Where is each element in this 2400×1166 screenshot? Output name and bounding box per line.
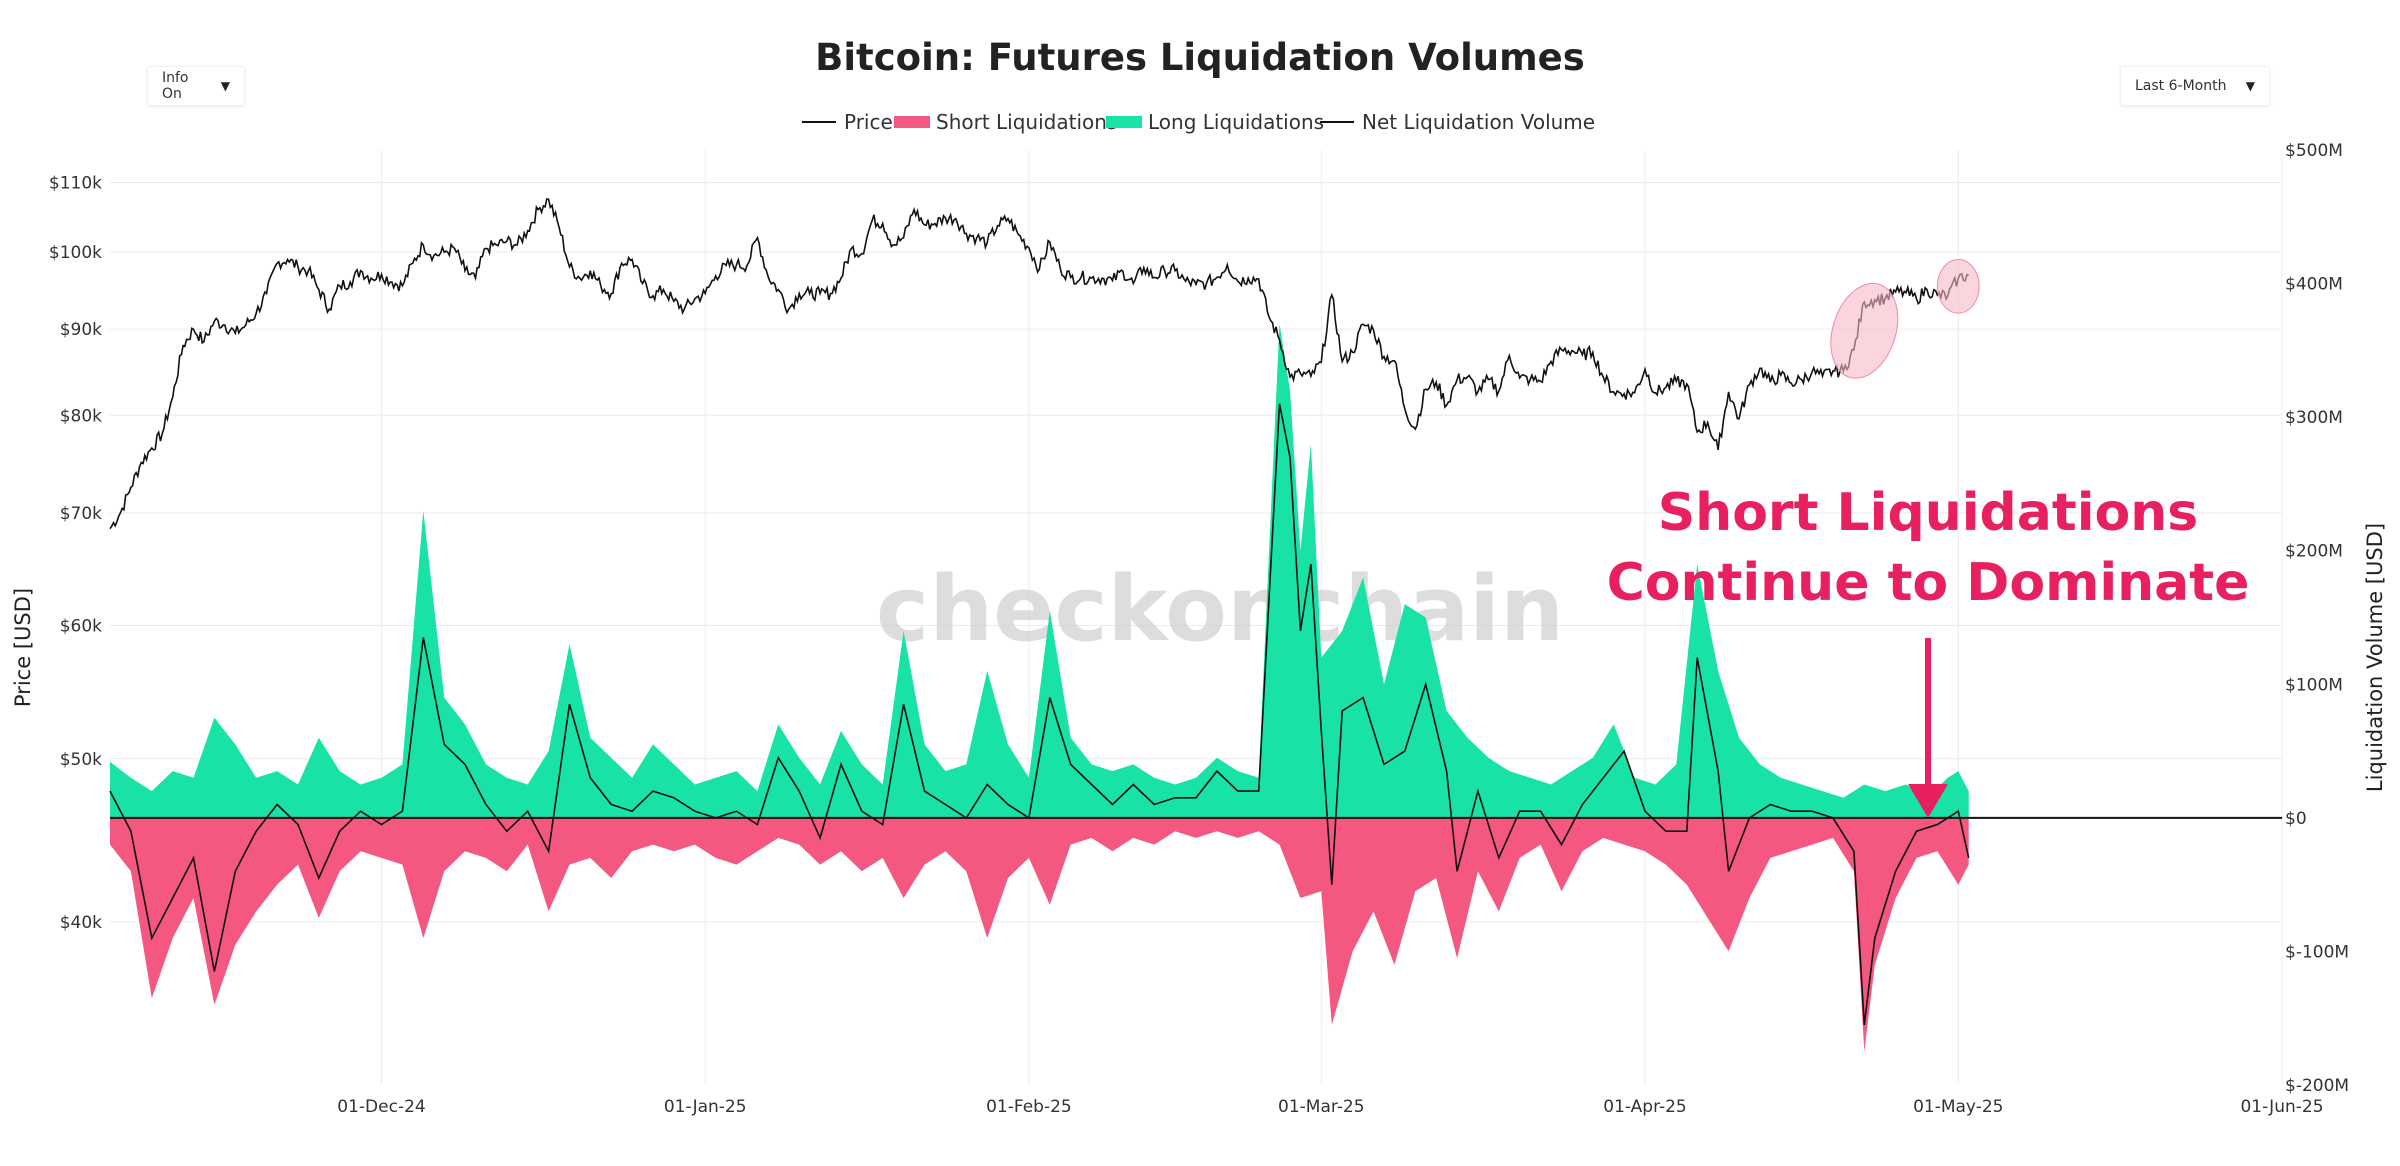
legend-label: Price [844,110,893,134]
y-left-tick-label: $60k [60,617,102,637]
x-tick-label: 01-Dec-24 [337,1097,425,1117]
x-tick-label: 01-Apr-25 [1603,1097,1686,1117]
legend-label: Short Liquidations [936,110,1117,134]
legend-swatch-box [894,116,930,128]
info-toggle-dropdown[interactable]: Info On ▼ [147,66,245,106]
y-left-axis-label: Price [USD] [11,588,35,707]
y-left-tick-label: $70k [60,504,102,524]
legend-item[interactable]: Net Liquidation Volume [1320,110,1595,134]
x-tick-label: 01-Jan-25 [664,1097,747,1117]
y-right-tick-label: $500M [2285,141,2343,161]
legend-item[interactable]: Long Liquidations [1106,110,1324,134]
y-right-tick-label: $100M [2285,675,2343,695]
long-liquidations-area [110,323,1969,818]
x-tick-label: 01-Jun-25 [2240,1097,2323,1117]
annotation-arrow-head [1908,784,1948,818]
annotation-text: Short Liquidations [1658,483,2199,543]
y-left-tick-label: $100k [49,243,102,263]
chart-title: Bitcoin: Futures Liquidation Volumes [815,36,1585,79]
y-right-tick-label: $200M [2285,542,2343,562]
x-tick-label: 01-Mar-25 [1278,1097,1365,1117]
range-select-dropdown[interactable]: Last 6-Month ▼ [2120,66,2270,106]
watermark-text: checkonchain [876,557,1564,662]
axes: $110k $100k $90k $80k $70k $60k $50k $40k $500M $… [11,141,2387,1117]
highlight-ellipses [1830,259,1980,379]
legend-item[interactable]: Short Liquidations [894,110,1117,134]
legend-item[interactable]: Price [802,110,893,134]
highlight-ellipse [1830,282,1899,379]
y-right-tick-label: $300M [2285,408,2343,428]
series-lines [109,197,1970,1025]
y-right-tick-label: $-200M [2285,1076,2349,1096]
watermark: checkonchain [876,557,1564,662]
chevron-down-icon: ▼ [2245,79,2255,93]
liquidation-areas [110,323,1969,1052]
y-right-axis-label: Liquidation Volume [USD] [2363,523,2387,792]
y-left-tick-label: $40k [60,913,102,933]
y-right-tick-label: $400M [2285,275,2343,295]
legend-label: Net Liquidation Volume [1362,110,1595,134]
chevron-down-icon: ▼ [220,79,230,93]
highlight-ellipse [1936,259,1980,314]
net-liquidation-line [109,403,1970,1025]
y-left-tick-label: $110k [49,173,102,193]
y-right-tick-label: $-100M [2285,942,2349,962]
short-liquidations-area [110,817,1969,1052]
legend[interactable]: Price Short Liquidations Long Liquidations… [802,110,1595,134]
y-left-tick-label: $50k [60,750,102,770]
annotations: Short Liquidations Continue to Dominate [1607,483,2250,818]
info-toggle-label: Info On [162,70,189,102]
legend-swatch-box [1106,116,1142,128]
x-tick-label: 01-May-25 [1913,1097,2003,1117]
y-right-tick-label: $0 [2285,809,2307,829]
y-left-tick-label: $90k [60,320,102,340]
legend-label: Long Liquidations [1148,110,1324,134]
range-select-label: Last 6-Month [2135,78,2227,94]
annotation-text: Continue to Dominate [1607,553,2250,613]
y-left-tick-label: $80k [60,406,102,426]
price-line [109,197,1969,530]
x-tick-label: 01-Feb-25 [986,1097,1072,1117]
